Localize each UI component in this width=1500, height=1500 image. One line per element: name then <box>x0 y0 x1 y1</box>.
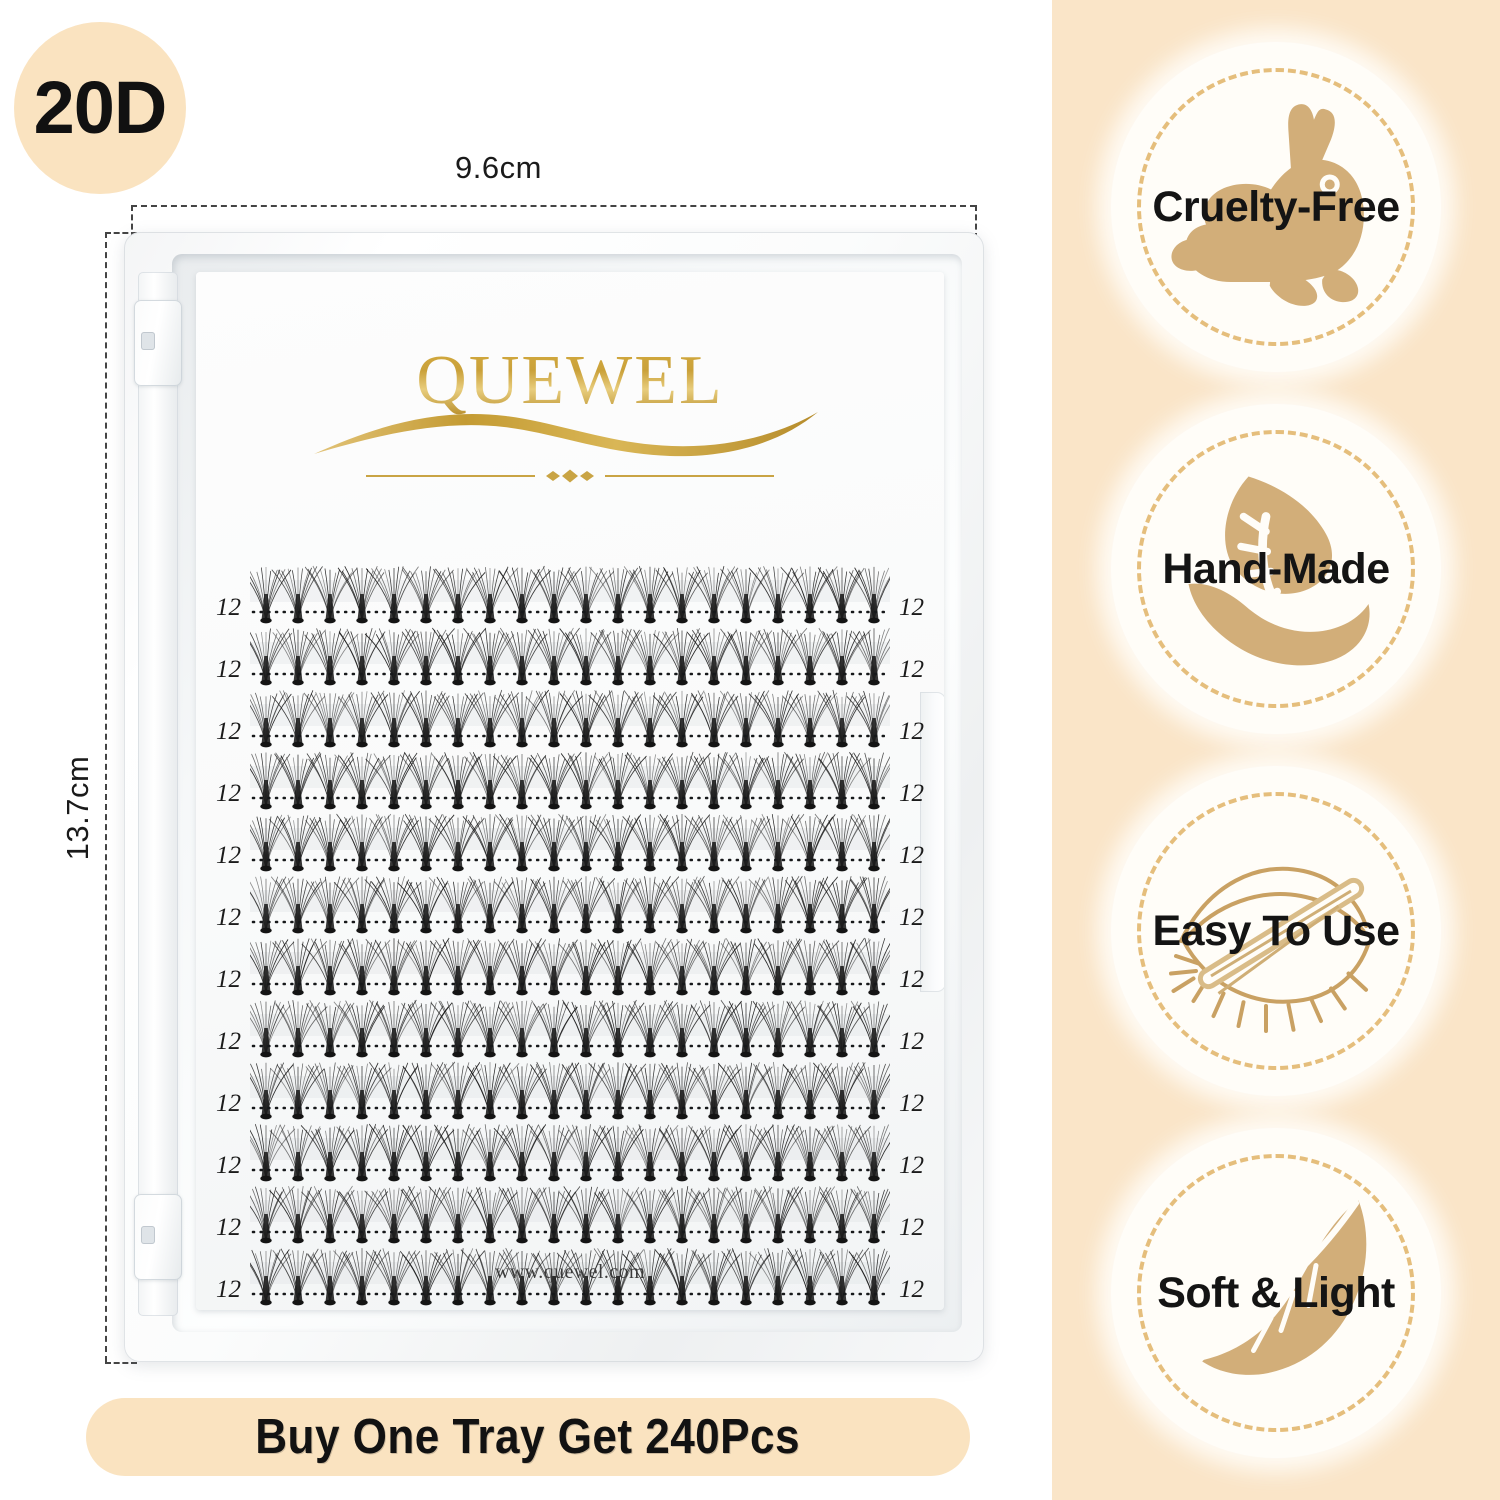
lash-row-count-right: 12 <box>899 1090 924 1117</box>
case-grip-tab <box>920 692 944 992</box>
case-clasp-pin-top <box>141 332 155 350</box>
lash-cluster-strip <box>250 934 890 996</box>
lash-row-count-left: 12 <box>216 966 241 993</box>
width-tick-left <box>131 205 133 239</box>
lash-cluster-strip <box>250 996 890 1058</box>
lash-row-count-right: 12 <box>899 780 924 807</box>
lash-row: 12 12 <box>196 810 944 872</box>
lash-row-count-left: 12 <box>216 780 241 807</box>
feature-label-cruelty-free: Cruelty-Free <box>1152 182 1400 231</box>
case-clasp-pin-bottom <box>141 1226 155 1244</box>
feather-icon <box>1151 1168 1401 1418</box>
lash-cluster-strip <box>250 562 890 624</box>
lash-row-count-right: 12 <box>899 594 924 621</box>
lash-cluster-strip <box>250 1058 890 1120</box>
feature-label-hand-made: Hand-Made <box>1162 544 1390 593</box>
lash-cluster-strip <box>250 872 890 934</box>
lash-row: 12 12 <box>196 624 944 686</box>
lash-row-count-right: 12 <box>899 966 924 993</box>
rabbit-icon <box>1151 82 1401 332</box>
width-tick-right <box>975 205 977 239</box>
brand-name-text: QUEWEL <box>416 342 724 419</box>
lash-row-count-right: 12 <box>899 656 924 683</box>
feature-badge-soft-light: Soft & Light <box>1111 1128 1441 1458</box>
feature-badges-panel: Cruelty-Free Hand-Made <box>1052 0 1500 1500</box>
feature-label-easy-to-use: Easy To Use <box>1152 906 1400 955</box>
product-photo-panel: 20D 9.6cm 13.7cm QUEWEL <box>14 22 984 1476</box>
lash-row: 12 12 <box>196 562 944 624</box>
height-tick-bottom <box>105 1362 137 1364</box>
lash-cluster-strip <box>250 810 890 872</box>
lash-row-count-left: 12 <box>216 1214 241 1241</box>
feature-badge-easy-to-use: Easy To Use <box>1111 766 1441 1096</box>
eye-tweezer-icon <box>1151 806 1401 1056</box>
feature-label-soft-light: Soft & Light <box>1157 1268 1395 1317</box>
lash-row-count-right: 12 <box>899 1152 924 1179</box>
lash-row: 12 12 <box>196 1244 944 1306</box>
volume-badge-label: 20D <box>33 66 168 149</box>
lash-row: 12 12 <box>196 1120 944 1182</box>
brand-logo-block: QUEWEL <box>196 346 944 484</box>
lash-row: 12 12 <box>196 872 944 934</box>
badge-dashed-ring <box>1137 430 1415 708</box>
lash-row-count-right: 12 <box>899 718 924 745</box>
lash-row-count-left: 12 <box>216 594 241 621</box>
feature-badge-hand-made: Hand-Made <box>1111 404 1441 734</box>
brand-swoosh-icon <box>314 412 818 457</box>
lash-row-count-left: 12 <box>216 1028 241 1055</box>
lash-row-count-left: 12 <box>216 904 241 931</box>
promo-banner: Buy One Tray Get 240Pcs <box>86 1398 970 1476</box>
hand-leaf-icon <box>1151 444 1401 694</box>
lash-row-count-left: 12 <box>216 842 241 869</box>
lash-row-count-left: 12 <box>216 1090 241 1117</box>
lash-insert-card: QUEWEL <box>196 272 944 1310</box>
feature-badge-cruelty-free: Cruelty-Free <box>1111 42 1441 372</box>
height-tick-top <box>105 232 137 234</box>
volume-badge-20d: 20D <box>14 22 186 194</box>
lash-row: 12 12 <box>196 934 944 996</box>
lash-cluster-strip <box>250 1244 890 1306</box>
lash-cluster-strip <box>250 624 890 686</box>
lash-cluster-strip <box>250 1120 890 1182</box>
lash-row: 12 12 <box>196 686 944 748</box>
lash-row-count-right: 12 <box>899 904 924 931</box>
lash-row-count-right: 12 <box>899 842 924 869</box>
lash-cluster-strip <box>250 1182 890 1244</box>
height-dimension-label: 13.7cm <box>60 755 95 861</box>
width-guide-line <box>131 205 976 207</box>
badge-dashed-ring <box>1137 1154 1415 1432</box>
brand-divider-icon <box>366 469 774 483</box>
lash-row: 12 12 <box>196 1182 944 1244</box>
lash-rows-container: 12 12 12 12 12 12 12 12 12 12 12 12 12 12 12 12 12 12 12 12… <box>196 562 944 1306</box>
lash-row-count-left: 12 <box>216 718 241 745</box>
promo-banner-label: Buy One Tray Get 240Pcs <box>255 1410 801 1464</box>
brand-website-text: www.quewel.com <box>495 1261 645 1283</box>
lash-row-count-right: 12 <box>899 1276 924 1303</box>
lash-row: 12 12 <box>196 748 944 810</box>
lash-row: 12 12 <box>196 1058 944 1120</box>
lash-row-count-right: 12 <box>899 1028 924 1055</box>
lash-row-count-left: 12 <box>216 1276 241 1303</box>
lash-row: 12 12 <box>196 996 944 1058</box>
case-hinge-rail <box>138 272 178 1316</box>
width-dimension-label: 9.6cm <box>455 150 542 185</box>
lash-row-count-left: 12 <box>216 656 241 683</box>
lash-cluster-strip <box>250 748 890 810</box>
lash-cluster-strip <box>250 686 890 748</box>
lash-row-count-right: 12 <box>899 1214 924 1241</box>
badge-dashed-ring <box>1137 68 1415 346</box>
lash-row-count-left: 12 <box>216 1152 241 1179</box>
badge-dashed-ring <box>1137 792 1415 1070</box>
lash-tray-case: QUEWEL <box>124 232 984 1362</box>
height-guide-line <box>105 232 107 1362</box>
